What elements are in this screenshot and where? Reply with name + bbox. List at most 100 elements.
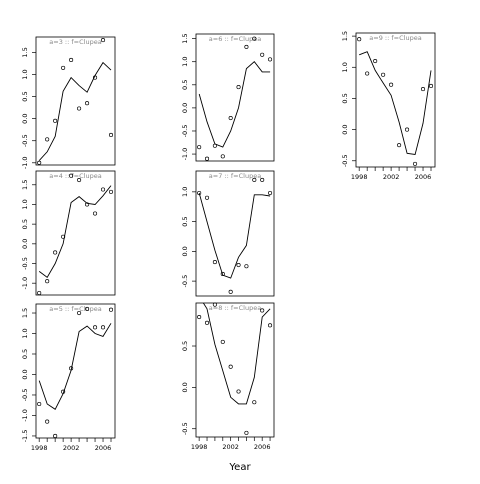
- panel-2: a=4 :: f=Clupea-1.0 -0.5 0.0 0.5 1.0 1.5: [21, 170, 116, 296]
- data-point: [53, 433, 58, 439]
- data-point: [204, 195, 210, 200]
- y-tick-label: 0.5: [21, 219, 29, 229]
- panel-title: a=7 :: f=Clupea: [209, 172, 261, 180]
- panel-title: a=9 :: f=Clupea: [369, 34, 421, 42]
- data-point: [389, 82, 394, 87]
- data-point: [45, 419, 50, 424]
- data-point: [45, 137, 50, 142]
- y-tick-label: 0.5: [21, 349, 29, 359]
- data-point: [69, 173, 74, 178]
- x-tick-label: 2002: [63, 444, 80, 452]
- data-point: [244, 430, 249, 435]
- data-point: [405, 127, 410, 132]
- panel-title: a=5 :: f=Clupea: [49, 305, 101, 313]
- data-point: [397, 143, 402, 148]
- x-tick-label: 1998: [31, 444, 48, 452]
- data-point: [37, 290, 42, 296]
- y-tick-label: 1.0: [181, 187, 189, 197]
- x-tick-label: 2002: [222, 443, 239, 451]
- y-tick-label: -0.5: [21, 257, 29, 270]
- data-point: [197, 145, 202, 150]
- y-tick-label: 1.0: [341, 62, 349, 72]
- y-tick-label: 0.0: [181, 103, 189, 113]
- data-point: [252, 177, 257, 182]
- x-tick-label: 1998: [191, 443, 208, 451]
- data-point: [37, 160, 42, 165]
- data-point: [357, 37, 362, 42]
- y-tick-label: 1.0: [181, 57, 189, 67]
- fit-line: [359, 51, 432, 156]
- data-point: [197, 315, 202, 320]
- panel-frame: [195, 302, 275, 438]
- panel-title: a=8 :: f=Clupea: [209, 304, 261, 312]
- data-point: [373, 58, 378, 64]
- y-tick-label: 1.0: [21, 328, 29, 338]
- data-point: [69, 57, 74, 63]
- data-point: [53, 250, 58, 255]
- y-tick-label: 0.0: [341, 124, 349, 134]
- panel-3: a=5 :: f=Clupea-1.5 -1.0 -0.5 0.0 0.5 1.0 1.51…: [21, 303, 116, 452]
- data-point: [236, 85, 241, 90]
- data-point: [212, 143, 217, 148]
- y-tick-label: -1.0: [21, 277, 29, 290]
- data-point: [204, 320, 210, 325]
- panel-4: a=6 :: f=Clupea-1.0 -0.5 0.0 0.5 1.0 1.5: [181, 33, 275, 162]
- y-tick-label: 1.5: [21, 180, 29, 190]
- data-point: [85, 202, 90, 207]
- y-tick-label: -0.5: [181, 422, 189, 435]
- data-point: [61, 65, 66, 70]
- data-point: [365, 71, 370, 76]
- data-point: [220, 271, 225, 277]
- y-tick-label: -0.5: [341, 154, 349, 167]
- y-tick-label: -1.0: [21, 409, 29, 422]
- data-point: [108, 307, 114, 312]
- data-point: [204, 156, 210, 161]
- panel-title: a=3 :: f=Clupea: [49, 38, 101, 46]
- data-point: [212, 260, 217, 265]
- x-tick-label: 1998: [351, 173, 368, 181]
- y-tick-label: 0.5: [341, 93, 349, 103]
- data-point: [108, 132, 114, 138]
- y-tick-label: 0.5: [181, 341, 189, 351]
- data-point: [268, 190, 273, 196]
- y-tick-label: 0.5: [181, 216, 189, 226]
- data-point: [69, 366, 74, 371]
- y-tick-label: 1.0: [21, 199, 29, 209]
- data-point: [381, 72, 386, 77]
- panel-frame: [35, 36, 116, 166]
- y-tick-label: -0.5: [181, 125, 189, 138]
- data-point: [220, 154, 225, 159]
- x-tick-label: 2002: [383, 173, 400, 181]
- panel-1: a=3 :: f=Clupea-1.0 -0.5 0.0 0.5 1.0 1.5: [21, 36, 116, 169]
- data-point: [100, 187, 106, 192]
- fit-line: [198, 192, 271, 279]
- y-tick-label: -1.5: [21, 430, 29, 443]
- fit-line: [198, 61, 271, 148]
- y-tick-label: 1.5: [341, 31, 349, 41]
- data-point: [260, 177, 265, 182]
- data-point: [428, 83, 434, 89]
- y-tick-label: 1.5: [181, 33, 189, 43]
- data-point: [77, 178, 82, 183]
- panel-frame: [195, 170, 275, 297]
- data-point: [85, 306, 90, 311]
- data-point: [252, 36, 257, 41]
- y-tick-label: 1.5: [21, 47, 29, 57]
- data-point: [77, 106, 82, 111]
- data-point: [260, 52, 265, 57]
- data-point: [108, 189, 114, 194]
- panel-frame: [35, 170, 116, 296]
- y-tick-label: -0.5: [181, 275, 189, 288]
- data-point: [93, 211, 98, 216]
- x-tick-label: 2006: [95, 444, 112, 452]
- data-point: [53, 118, 58, 123]
- data-point: [197, 190, 202, 196]
- data-point: [212, 302, 217, 307]
- panel-title: a=6 :: f=Clupea: [209, 35, 261, 43]
- data-point: [228, 364, 233, 369]
- data-point: [93, 325, 98, 330]
- data-point: [77, 310, 82, 316]
